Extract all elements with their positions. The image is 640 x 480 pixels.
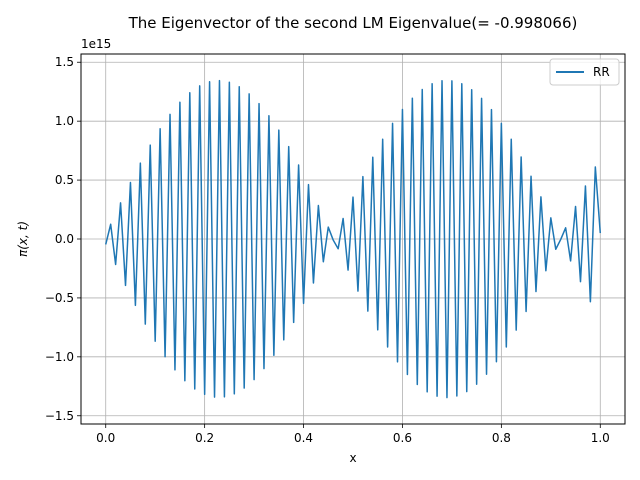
ticks: 0.0 0.2 0.4 0.6 0.8 1.0 −1.5 −1.0 −0.5 0.0 0.5 1.0 1… bbox=[45, 55, 610, 445]
y-tick-label: −0.5 bbox=[45, 291, 74, 305]
y-tick-label: 0.5 bbox=[55, 173, 74, 187]
y-axis-label: π(x, t) bbox=[16, 221, 30, 257]
y-tick-label: 0.0 bbox=[55, 232, 74, 246]
x-tick-label: 0.6 bbox=[393, 431, 412, 445]
x-tick-label: 0.4 bbox=[294, 431, 313, 445]
x-tick-label: 0.0 bbox=[96, 431, 115, 445]
y-tick-label: −1.0 bbox=[45, 350, 74, 364]
legend-label-rr: RR bbox=[593, 65, 610, 79]
series-line-rr bbox=[105, 79, 602, 399]
x-axis-label: x bbox=[349, 451, 356, 465]
x-tick-label: 1.0 bbox=[591, 431, 610, 445]
y-tick-label: −1.5 bbox=[45, 409, 74, 423]
legend: RR bbox=[549, 58, 620, 86]
series-layer bbox=[105, 79, 602, 399]
y-tick-label: 1.0 bbox=[55, 114, 74, 128]
x-tick-label: 0.2 bbox=[195, 431, 214, 445]
chart-title: The Eigenvector of the second LM Eigenva… bbox=[128, 14, 578, 32]
y-tick-label: 1.5 bbox=[55, 55, 74, 69]
x-tick-label: 0.8 bbox=[492, 431, 511, 445]
legend-box bbox=[549, 58, 620, 86]
y-offset-text: 1e15 bbox=[81, 37, 111, 51]
